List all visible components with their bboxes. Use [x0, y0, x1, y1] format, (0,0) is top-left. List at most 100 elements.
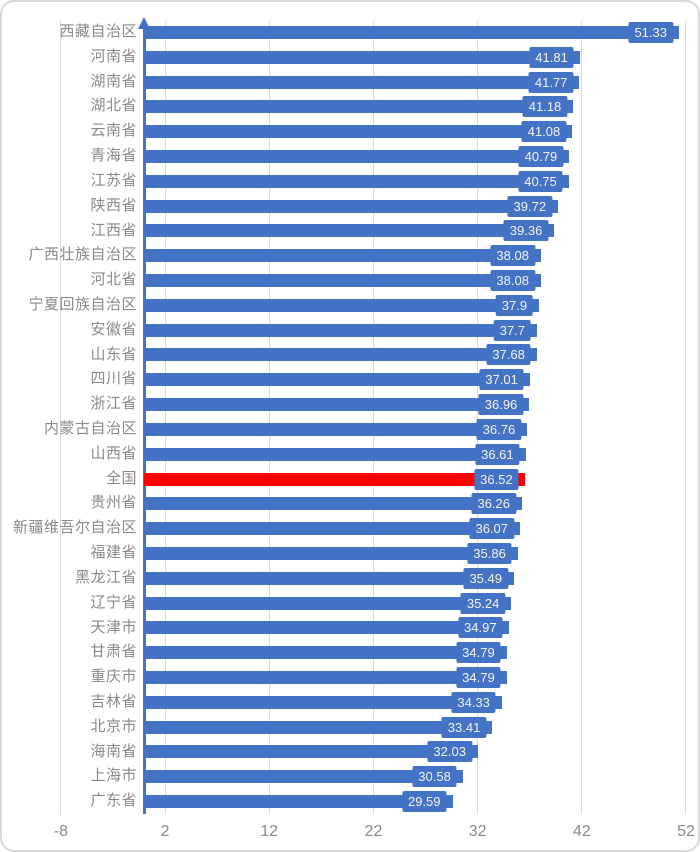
bar-value-label: 38.08 [490, 245, 535, 267]
category-label: 黑龙江省 [74, 568, 137, 586]
bar-value-label: 40.75 [518, 170, 563, 192]
bar [144, 100, 574, 114]
bar [144, 398, 530, 412]
bar-value-label: 41.81 [529, 46, 574, 68]
bar [144, 422, 528, 436]
bar-value-label: 37.68 [486, 344, 531, 366]
bar [144, 770, 463, 784]
bar [144, 25, 679, 39]
bar-value-label: 39.36 [503, 220, 549, 242]
gridline [685, 20, 687, 814]
bar-value-label: 37.9 [495, 294, 534, 316]
bar [144, 795, 453, 809]
x-axis-tick-label: 32 [468, 823, 487, 840]
category-label: 湖北省 [90, 97, 137, 115]
category-label: 江西省 [90, 221, 137, 239]
bar [144, 174, 569, 188]
x-axis-tick-label: 52 [677, 823, 695, 840]
bar [144, 447, 526, 461]
bar-value-label: 33.41 [441, 716, 487, 738]
bar [144, 75, 580, 89]
bar-value-label: 36.96 [478, 394, 524, 416]
bar-value-label: 30.58 [412, 766, 457, 788]
bar [144, 596, 512, 610]
category-label: 西藏自治区 [59, 23, 137, 40]
bar [144, 695, 502, 709]
bar-value-label: 40.79 [518, 145, 564, 167]
gridline [372, 20, 374, 814]
bar [144, 125, 573, 139]
bar-value-label: 35.86 [467, 542, 512, 564]
x-axis-tick-label: 12 [260, 823, 279, 840]
bar-value-label: 29.59 [401, 791, 447, 813]
bar-value-label: 34.97 [458, 617, 503, 639]
category-label: 吉林省 [90, 692, 137, 710]
category-label: 贵州省 [90, 494, 137, 512]
category-label: 山东省 [90, 345, 137, 363]
bar [144, 671, 507, 685]
bar-value-label: 38.08 [490, 270, 535, 292]
bar-value-label: 36.61 [475, 443, 520, 465]
category-label: 重庆市 [90, 668, 137, 686]
bar-value-label: 39.72 [507, 195, 553, 217]
category-label: 河南省 [90, 47, 137, 65]
bar-value-label: 34.33 [451, 691, 496, 713]
bar [144, 497, 523, 511]
category-label: 广西壮族自治区 [28, 246, 137, 264]
category-label: 辽宁省 [90, 593, 137, 611]
category-label: 上海市 [90, 767, 137, 785]
bar [144, 323, 538, 337]
category-label: 云南省 [90, 122, 137, 140]
gridline [164, 20, 166, 814]
category-label: 全国 [105, 469, 137, 487]
category-label: 陕西省 [90, 196, 137, 214]
bar [144, 745, 478, 759]
bar-value-label: 37.01 [479, 369, 524, 391]
x-axis-tick-label: 22 [364, 823, 383, 840]
bar-value-label: 36.52 [474, 468, 519, 490]
category-label: 青海省 [90, 147, 137, 165]
bar [144, 149, 570, 163]
bar-highlight [144, 472, 525, 486]
bar [144, 646, 507, 660]
bar [144, 571, 514, 585]
bar-value-label: 37.7 [493, 319, 532, 341]
bar-value-label: 41.77 [528, 71, 574, 93]
bar [144, 274, 541, 288]
category-label: 内蒙古自治区 [43, 420, 137, 437]
bar-value-label: 35.49 [463, 567, 508, 589]
category-label: 江苏省 [90, 171, 137, 189]
bar [144, 720, 493, 734]
bar-value-label: 36.76 [476, 418, 522, 440]
value-axis-line [142, 28, 146, 814]
gridline [268, 20, 270, 814]
category-label: 四川省 [90, 370, 137, 388]
bar-value-label: 41.18 [522, 96, 568, 118]
gridline [477, 20, 479, 814]
category-label: 天津市 [90, 618, 137, 636]
x-axis-tick-label: 2 [160, 823, 170, 840]
bar-value-label: 34.79 [456, 667, 501, 689]
bar [144, 199, 559, 213]
bar [144, 621, 509, 635]
x-axis-tick-label: -8 [53, 823, 69, 840]
bar-value-label: 41.08 [521, 121, 567, 143]
category-label: 山西省 [90, 444, 137, 462]
bar-value-label: 51.33 [628, 21, 673, 43]
category-label: 海南省 [90, 742, 137, 760]
category-label: 福建省 [90, 544, 137, 562]
bar-value-label: 36.26 [471, 493, 517, 515]
bar [144, 249, 541, 263]
gridline [581, 20, 583, 814]
category-label: 新疆维吾尔自治区 [12, 519, 137, 537]
bar-value-label: 34.79 [456, 642, 501, 664]
bar [144, 224, 555, 238]
category-label: 北京市 [90, 717, 137, 735]
gridline [60, 20, 62, 814]
category-label: 河北省 [90, 271, 137, 289]
category-label: 浙江省 [90, 395, 137, 413]
bar [144, 373, 530, 387]
bar [144, 522, 521, 536]
bar-value-label: 35.24 [460, 592, 506, 614]
